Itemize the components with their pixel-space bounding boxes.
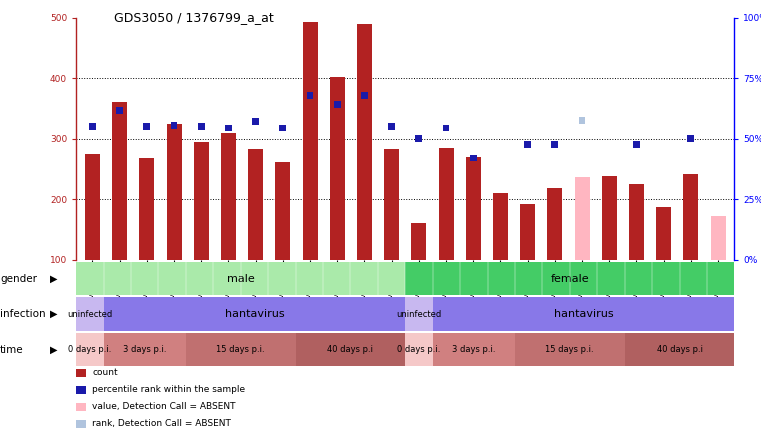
Bar <box>89 123 96 130</box>
Text: 40 days p.i: 40 days p.i <box>657 345 702 354</box>
Bar <box>443 124 450 131</box>
Bar <box>186 333 295 366</box>
Bar <box>143 123 150 130</box>
Bar <box>552 142 559 148</box>
Bar <box>225 124 232 131</box>
Bar <box>406 297 433 331</box>
Text: 40 days p.i: 40 days p.i <box>327 345 374 354</box>
Bar <box>683 174 699 260</box>
Bar <box>76 262 406 295</box>
Text: 15 days p.i.: 15 days p.i. <box>546 345 594 354</box>
Bar <box>406 333 433 366</box>
Bar <box>602 176 616 260</box>
Bar <box>438 148 454 260</box>
Text: time: time <box>0 345 24 355</box>
Bar <box>412 223 426 260</box>
Bar <box>330 77 345 260</box>
Bar <box>275 162 290 260</box>
Bar <box>116 107 123 114</box>
Bar <box>416 135 422 142</box>
Text: uninfected: uninfected <box>396 309 441 319</box>
Bar <box>388 123 395 130</box>
Text: female: female <box>550 274 589 284</box>
Bar <box>167 123 182 260</box>
Bar <box>470 155 476 162</box>
Bar <box>76 333 103 366</box>
Text: 0 days p.i.: 0 days p.i. <box>397 345 441 354</box>
Bar <box>103 333 186 366</box>
Bar <box>295 333 405 366</box>
Text: GDS3050 / 1376799_a_at: GDS3050 / 1376799_a_at <box>114 11 274 24</box>
Bar <box>524 142 531 148</box>
Text: 0 days p.i.: 0 days p.i. <box>68 345 112 354</box>
Text: infection: infection <box>0 309 46 319</box>
Bar <box>198 123 205 130</box>
Bar <box>625 333 734 366</box>
Text: ▶: ▶ <box>50 274 58 284</box>
Bar <box>633 142 640 148</box>
Bar <box>711 216 725 260</box>
Bar <box>515 333 625 366</box>
Text: hantavirus: hantavirus <box>224 309 284 319</box>
Bar <box>384 149 399 260</box>
Bar <box>433 297 734 331</box>
Text: uninfected: uninfected <box>67 309 113 319</box>
Bar <box>406 262 734 295</box>
Bar <box>248 149 263 260</box>
Text: 15 days p.i.: 15 days p.i. <box>216 345 265 354</box>
Bar <box>307 92 314 99</box>
Text: value, Detection Call = ABSENT: value, Detection Call = ABSENT <box>92 402 236 411</box>
Text: 3 days p.i.: 3 days p.i. <box>452 345 495 354</box>
Bar <box>85 154 100 260</box>
Bar <box>656 206 671 260</box>
Bar <box>194 142 209 260</box>
Bar <box>170 122 177 129</box>
Text: rank, Detection Call = ABSENT: rank, Detection Call = ABSENT <box>92 419 231 428</box>
Bar <box>139 158 154 260</box>
Text: 3 days p.i.: 3 days p.i. <box>123 345 167 354</box>
Text: ▶: ▶ <box>50 345 58 355</box>
Bar <box>357 24 372 260</box>
Bar <box>103 297 406 331</box>
Bar <box>221 133 236 260</box>
Bar <box>575 178 590 260</box>
Bar <box>687 135 694 142</box>
Text: ▶: ▶ <box>50 309 58 319</box>
Bar <box>521 204 535 260</box>
Bar <box>433 333 515 366</box>
Text: gender: gender <box>0 274 37 284</box>
Bar <box>629 184 644 260</box>
Bar <box>493 193 508 260</box>
Text: percentile rank within the sample: percentile rank within the sample <box>92 385 245 394</box>
Bar <box>303 22 317 260</box>
Text: male: male <box>227 274 254 284</box>
Bar <box>252 119 259 125</box>
Bar <box>279 124 286 131</box>
Text: hantavirus: hantavirus <box>554 309 613 319</box>
Bar <box>334 101 341 107</box>
Bar <box>578 117 585 124</box>
Bar <box>112 103 127 260</box>
Bar <box>547 188 562 260</box>
Bar <box>361 92 368 99</box>
Bar <box>466 157 481 260</box>
Bar <box>76 297 103 331</box>
Text: count: count <box>92 369 118 377</box>
